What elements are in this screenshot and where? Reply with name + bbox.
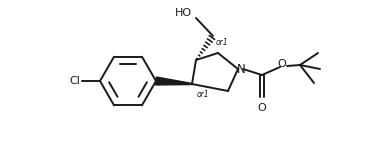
- Polygon shape: [156, 77, 192, 85]
- Text: O: O: [277, 59, 287, 69]
- Text: Cl: Cl: [69, 76, 80, 86]
- Text: or1: or1: [216, 38, 229, 46]
- Text: HO: HO: [175, 8, 192, 18]
- Text: or1: or1: [197, 89, 210, 98]
- Text: O: O: [258, 103, 266, 113]
- Text: N: N: [237, 63, 245, 76]
